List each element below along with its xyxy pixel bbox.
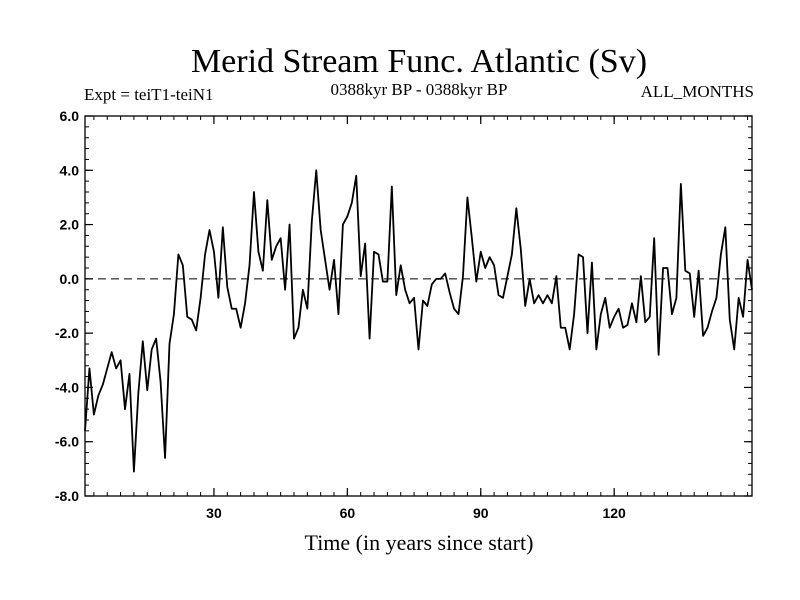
y-axis-ticks: -8.0 -6.0 -4.0 -2.0 0.0 2.0 4.0 6.0 [55, 108, 752, 504]
y-tick-label: -6.0 [55, 434, 79, 450]
subtitle-right: ALL_MONTHS [641, 82, 754, 101]
x-tick-label: 30 [206, 505, 222, 521]
x-tick-label: 60 [340, 505, 356, 521]
subtitle-center: 0388kyr BP - 0388kyr BP [331, 80, 508, 99]
y-tick-label: 4.0 [60, 162, 80, 178]
y-tick-label: 2.0 [60, 217, 80, 233]
plot-frame [84, 115, 753, 497]
y-tick-label: 0.0 [60, 271, 80, 287]
x-tick-label: 120 [602, 505, 626, 521]
x-tick-label: 90 [473, 505, 489, 521]
y-tick-label: 6.0 [60, 108, 80, 124]
y-tick-label: -4.0 [55, 379, 79, 395]
series-line [84, 169, 753, 473]
subtitle-left: Expt = teiT1-teiN1 [84, 85, 214, 104]
y-tick-label: -2.0 [55, 325, 79, 341]
chart-title: Merid Stream Func. Atlantic (Sv) [191, 43, 647, 80]
x-axis-label: Time (in years since start) [305, 530, 534, 555]
x-axis-ticks: 30 60 90 120 [93, 116, 749, 521]
y-tick-label: -8.0 [55, 488, 79, 504]
